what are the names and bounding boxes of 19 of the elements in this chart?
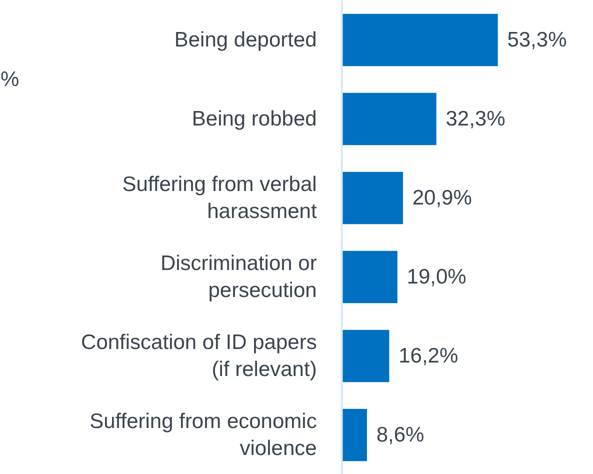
bar bbox=[342, 172, 403, 224]
bar bbox=[342, 408, 367, 462]
y-tick-label: Suffering from economic violence bbox=[90, 410, 317, 460]
data-label: 16,2% bbox=[398, 344, 458, 368]
y-tick-label: Being robbed bbox=[192, 108, 317, 130]
data-label: 20,9% bbox=[412, 186, 472, 210]
data-label: 19,0% bbox=[406, 266, 466, 288]
y-tick-label: Being deported bbox=[174, 28, 317, 52]
y-tick-label: Suffering from verbal harassment bbox=[122, 173, 317, 223]
data-label: 53,3% bbox=[507, 28, 567, 52]
bar bbox=[342, 250, 398, 304]
y-tick-label: Confiscation of ID papers (if relevant) bbox=[81, 331, 317, 381]
text: % bbox=[0, 68, 20, 91]
bar bbox=[342, 14, 498, 66]
data-label: 8,6% bbox=[376, 424, 424, 446]
y-tick-label: Discrimination or persecution bbox=[160, 252, 317, 302]
bar bbox=[342, 92, 436, 146]
data-label: 32,3% bbox=[446, 108, 506, 130]
bar bbox=[342, 330, 390, 382]
